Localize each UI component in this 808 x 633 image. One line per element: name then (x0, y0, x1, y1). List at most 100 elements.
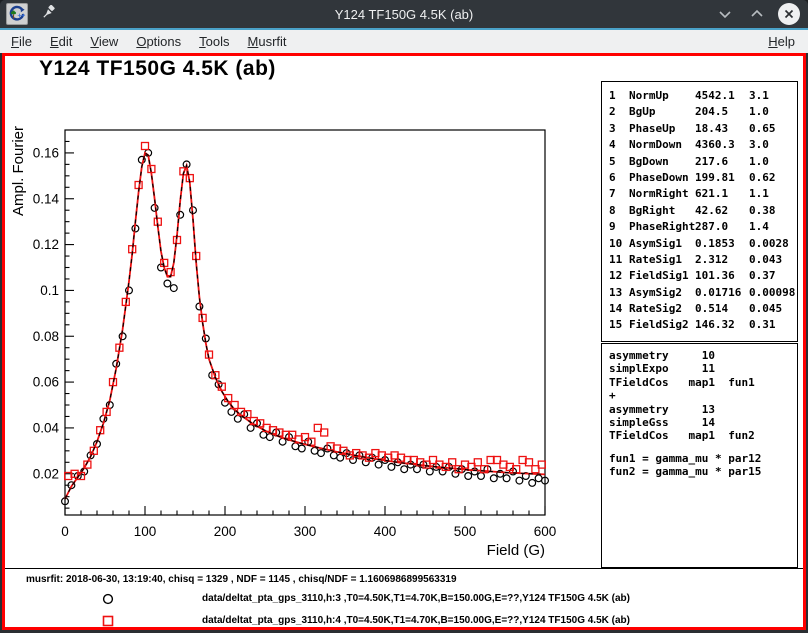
y-tick-label: 0.1 (40, 283, 59, 298)
param-value: 204.5 (695, 104, 749, 120)
param-num: 4 (609, 137, 629, 153)
y-tick-label: 0.06 (33, 375, 59, 390)
param-row-bgdown: 5BgDown217.61.0 (602, 154, 797, 170)
param-name: FieldSig1 (629, 268, 695, 284)
param-name: AsymSig2 (629, 285, 695, 301)
theory-line (609, 443, 797, 452)
param-value: 287.0 (695, 219, 749, 235)
x-tick-label: 400 (374, 524, 397, 539)
param-error: 1.0 (749, 104, 797, 120)
app-window: ++ Y124 TF150G 4.5K (ab) (0, 0, 808, 633)
param-row-phaseup: 3PhaseUp18.430.65 (602, 121, 797, 137)
x-tick-label: 0 (61, 524, 69, 539)
pin-icon[interactable] (42, 5, 56, 24)
param-num: 9 (609, 219, 629, 235)
param-value: 101.36 (695, 268, 749, 284)
data-point-circle (478, 473, 485, 480)
y-tick-label: 0.08 (33, 329, 59, 344)
param-num: 10 (609, 236, 629, 252)
param-row-normright: 7NormRight621.11.1 (602, 186, 797, 202)
param-error: 3.1 (749, 88, 797, 104)
titlebar: ++ Y124 TF150G 4.5K (ab) (0, 0, 808, 28)
param-name: AsymSig1 (629, 236, 695, 252)
theory-box: asymmetry 10simplExpo 11TFieldCos map1 f… (601, 343, 798, 568)
theory-line: simpleGss 14 (609, 416, 797, 429)
menu-item-help[interactable]: Help (759, 31, 804, 52)
menu-item-view[interactable]: View (81, 31, 127, 52)
data-point-circle (414, 466, 421, 473)
data-point-circle (298, 445, 305, 452)
maximize-button[interactable] (746, 3, 768, 25)
data-point-circle (247, 425, 254, 432)
param-row-normup: 1NormUp4542.13.1 (602, 88, 797, 104)
root-canvas: Y124 TF150G 4.5K (ab) 010020030040050060… (2, 53, 806, 630)
param-error: 0.045 (749, 301, 797, 317)
data-point-circle (260, 431, 267, 438)
param-row-fieldsig1: 12FieldSig1101.360.37 (602, 268, 797, 284)
param-value: 0.514 (695, 301, 749, 317)
param-name: BgUp (629, 104, 695, 120)
circle-marker-icon (101, 592, 115, 606)
minimize-button[interactable] (714, 3, 736, 25)
param-error: 3.0 (749, 137, 797, 153)
param-name: BgDown (629, 154, 695, 170)
theory-line: asymmetry 10 (609, 349, 797, 362)
menu-item-file[interactable]: File (2, 31, 41, 52)
param-num: 11 (609, 252, 629, 268)
menu-item-edit[interactable]: Edit (41, 31, 81, 52)
data-point-circle (490, 475, 497, 482)
param-name: PhaseUp (629, 121, 695, 137)
data-point-circle (401, 466, 408, 473)
fit-parameter-box: 1NormUp4542.13.12BgUp204.51.03PhaseUp18.… (601, 81, 798, 342)
param-error: 0.37 (749, 268, 797, 284)
param-row-ratesig1: 11RateSig12.3120.043 (602, 252, 797, 268)
legend-label: data/deltat_pta_gps_3110,h:3 ,T0=4.50K,T… (202, 593, 630, 604)
param-value: 0.01716 (695, 285, 749, 301)
param-num: 7 (609, 186, 629, 202)
param-name: NormDown (629, 137, 695, 153)
theory-line: fun1 = gamma_mu * par12 (609, 452, 797, 465)
param-value: 18.43 (695, 121, 749, 137)
x-axis-title: Field (G) (487, 542, 545, 559)
close-button[interactable] (778, 3, 800, 25)
data-point-circle (292, 443, 299, 450)
y-axis-title: Ampl. Fourier (10, 126, 27, 216)
square-marker-icon (101, 614, 115, 628)
param-error: 0.00098 (749, 285, 797, 301)
theory-line: fun2 = gamma_mu * par15 (609, 465, 797, 478)
y-tick-label: 0.02 (33, 466, 59, 481)
param-name: PhaseRight (629, 219, 695, 235)
param-row-normdown: 4NormDown4360.33.0 (602, 137, 797, 153)
window-title: Y124 TF150G 4.5K (ab) (0, 7, 808, 22)
plot-frame (65, 130, 545, 515)
param-value: 217.6 (695, 154, 749, 170)
param-name: NormRight (629, 186, 695, 202)
param-row-phasedown: 6PhaseDown199.810.62 (602, 170, 797, 186)
menu-item-tools[interactable]: Tools (190, 31, 238, 52)
param-error: 0.0028 (749, 236, 797, 252)
x-tick-label: 500 (454, 524, 477, 539)
window-controls (714, 0, 800, 28)
param-num: 3 (609, 121, 629, 137)
param-num: 15 (609, 317, 629, 333)
param-error: 0.65 (749, 121, 797, 137)
param-error: 0.38 (749, 203, 797, 219)
param-num: 1 (609, 88, 629, 104)
data-point-circle (234, 415, 241, 422)
param-value: 146.32 (695, 317, 749, 333)
x-tick-label: 200 (214, 524, 237, 539)
param-num: 2 (609, 104, 629, 120)
menu-item-musrfit[interactable]: Musrfit (239, 31, 296, 52)
data-point-circle (535, 475, 542, 482)
param-row-phaseright: 9PhaseRight287.01.4 (602, 219, 797, 235)
param-name: BgRight (629, 203, 695, 219)
x-tick-label: 600 (534, 524, 557, 539)
theory-line: simplExpo 11 (609, 362, 797, 375)
param-num: 14 (609, 301, 629, 317)
param-name: RateSig2 (629, 301, 695, 317)
param-value: 4542.1 (695, 88, 749, 104)
y-tick-label: 0.14 (33, 191, 60, 206)
data-point-circle (388, 464, 395, 471)
param-value: 2.312 (695, 252, 749, 268)
menu-item-options[interactable]: Options (127, 31, 190, 52)
